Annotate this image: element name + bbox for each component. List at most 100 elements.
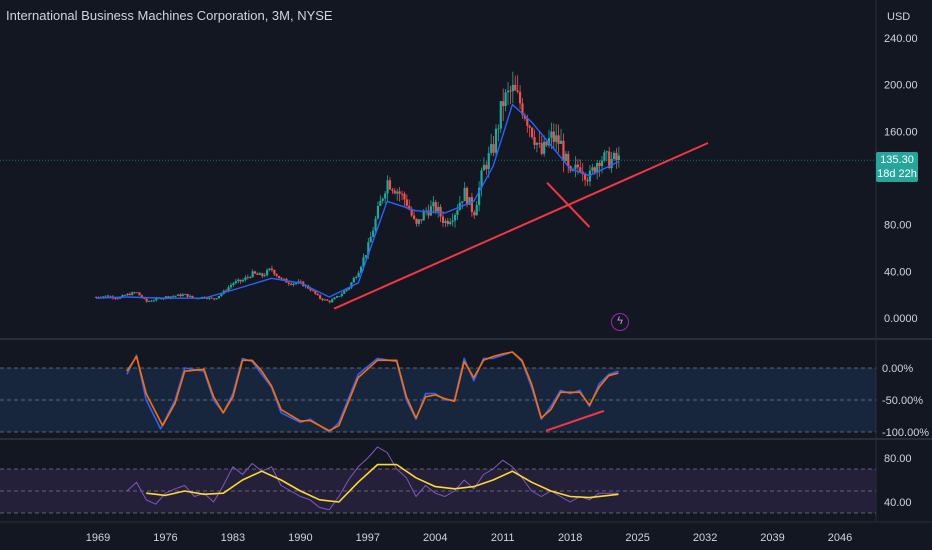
candle-body — [282, 278, 286, 280]
candle-body — [174, 295, 177, 297]
candle-body — [145, 298, 148, 302]
stochastic-series-line — [126, 351, 619, 432]
candle-body — [340, 293, 343, 297]
lightning-bolt-icon[interactable]: ϟ — [611, 313, 629, 331]
price-tick-label: 160.00 — [884, 126, 918, 138]
candle-body — [251, 271, 254, 278]
candle-body — [608, 151, 611, 169]
candle-body — [386, 180, 389, 194]
candle-body — [215, 298, 218, 300]
candle-body — [547, 137, 551, 146]
time-tick-label: 1976 — [153, 532, 177, 544]
last-price-badge: 135.30 18d 22h — [876, 152, 918, 183]
candle-body — [210, 297, 213, 299]
candle-body — [208, 297, 211, 299]
candle-body — [579, 167, 582, 172]
candle-body — [323, 299, 327, 301]
stochastic-series-line — [126, 351, 619, 433]
candle-body — [314, 290, 317, 294]
candle-body — [345, 289, 348, 292]
candle-body — [384, 193, 387, 199]
candle-body — [403, 193, 406, 200]
price-tick-label: 240.00 — [884, 33, 918, 45]
candle-body — [116, 298, 119, 300]
candle-body — [249, 277, 252, 278]
candle-body — [564, 153, 567, 161]
candle-body — [432, 202, 435, 207]
candle-body — [135, 292, 139, 294]
candle-body — [359, 266, 363, 273]
rsi-series-line — [126, 446, 619, 511]
candle-body — [473, 212, 476, 216]
candle-body — [123, 295, 127, 296]
candle-body — [270, 268, 274, 270]
candle-body — [437, 206, 440, 212]
time-tick-label: 2018 — [558, 532, 582, 544]
price-tick-label: 80.00 — [884, 220, 912, 232]
candle-body — [494, 128, 498, 153]
candle-body — [567, 153, 570, 167]
candle-body — [155, 298, 158, 301]
candle-body — [294, 283, 298, 284]
candle-body — [114, 298, 117, 299]
candle-body — [362, 257, 365, 267]
candle-body — [475, 205, 478, 216]
candle-body — [273, 269, 276, 275]
price-tick-label: 200.00 — [884, 80, 918, 92]
candle-body — [543, 141, 546, 154]
candle-body — [480, 170, 483, 188]
candle-body — [253, 271, 257, 274]
time-tick-label: 1990 — [288, 532, 312, 544]
candle-body — [319, 295, 322, 299]
candle-body — [188, 295, 192, 297]
time-tick-label: 2046 — [828, 532, 852, 544]
candle-body — [268, 268, 271, 271]
candle-body — [463, 187, 466, 202]
candle-body — [446, 220, 449, 225]
candle-body — [217, 295, 221, 299]
candle-body — [164, 296, 168, 299]
candle-body — [487, 153, 490, 170]
candle-body — [213, 298, 216, 300]
candle-body — [528, 125, 531, 128]
candle-body — [121, 295, 124, 297]
candle-body — [138, 292, 141, 296]
candle-body — [355, 277, 358, 278]
candle-body — [603, 152, 606, 161]
candle-body — [364, 255, 367, 258]
candle-body — [275, 274, 278, 276]
candle-body — [331, 299, 334, 303]
candle-body — [600, 160, 604, 167]
candle-body — [596, 162, 599, 173]
candle-body — [181, 294, 184, 297]
price-tick-label: 0.0000 — [884, 313, 918, 325]
candle-body — [514, 84, 517, 91]
candle-body — [278, 275, 281, 279]
time-tick-label: 2039 — [760, 532, 784, 544]
candle-body — [586, 179, 589, 182]
candle-body — [555, 135, 558, 142]
candle-body — [244, 277, 247, 281]
candle-body — [379, 200, 382, 207]
candle-body — [490, 144, 493, 154]
rsi-tick-label: 40.00 — [884, 497, 912, 509]
candle-body — [391, 189, 394, 191]
candle-body — [398, 191, 401, 194]
candle-body — [499, 101, 502, 129]
candle-body — [133, 292, 136, 294]
candle-body — [263, 275, 266, 277]
candle-body — [545, 141, 548, 146]
candle-body — [376, 206, 380, 219]
candle-body — [482, 164, 486, 171]
candle-body — [617, 155, 620, 161]
time-tick-label: 2011 — [491, 532, 515, 544]
candle-body — [610, 158, 613, 169]
time-tick-label: 2032 — [693, 532, 717, 544]
candle-body — [328, 300, 331, 303]
candle-body — [104, 295, 107, 297]
chart-title: International Business Machines Corporat… — [6, 8, 333, 23]
candle-body — [576, 164, 579, 168]
candle-body — [593, 167, 596, 173]
